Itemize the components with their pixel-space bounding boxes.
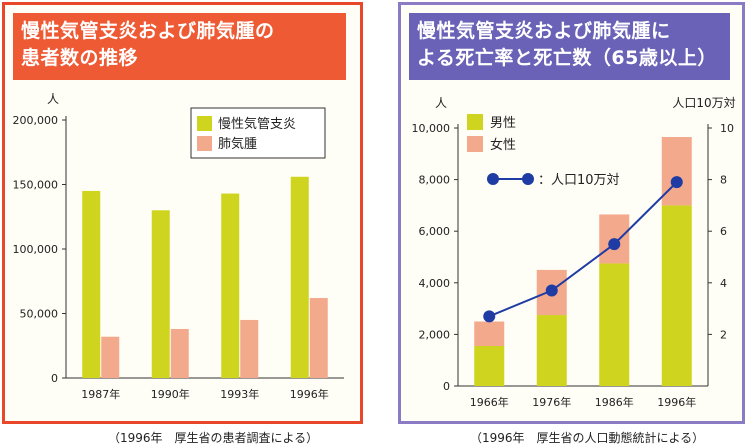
right-legend-label-male: 男性: [490, 116, 516, 131]
right-rate-point: [545, 284, 558, 297]
right-legend-label-rate: ：人口10万対: [538, 173, 620, 188]
right-x-tick-label: 1966年: [470, 395, 509, 409]
left-legend: [190, 107, 326, 159]
right-y2-tick-label: 10: [720, 122, 734, 135]
right-y-tick-label: 10,000: [412, 122, 451, 135]
right-y-tick-label: 6,000: [419, 225, 451, 238]
left-bar-copd: [221, 193, 240, 378]
right-y-tick-label: 8,000: [419, 174, 451, 187]
left-x-tick-label: 1996年: [290, 387, 329, 401]
left-bar-lung-cancer: [170, 328, 189, 378]
left-bar-copd: [151, 210, 170, 378]
left-source-note: （1996年 厚生省の患者調査による）: [108, 431, 319, 445]
right-bar-male: [536, 315, 567, 386]
left-legend-swatch-lung-cancer: [197, 136, 212, 151]
left-bar-copd: [82, 190, 101, 378]
left-y-tick-label: 100,000: [13, 243, 59, 256]
right-y2-tick-label: 4: [720, 277, 727, 290]
right-title-line2: よる死亡率と死亡数（65歳以上）: [417, 47, 717, 69]
left-x-tick-label: 1987年: [81, 387, 120, 401]
left-bar-lung-cancer: [240, 319, 259, 378]
right-y-tick-label: 2,000: [419, 328, 451, 341]
right-y-axis-label: 人: [435, 96, 447, 110]
right-source-note: （1996年 厚生省の人口動態統計による）: [470, 431, 705, 445]
right-x-tick-label: 1986年: [595, 395, 634, 409]
right-y-tick-label: 4,000: [419, 277, 451, 290]
left-bar-lung-cancer: [309, 298, 328, 378]
left-title-line1: 慢性気管支炎および肺気腫の: [21, 20, 275, 42]
right-bar-female: [661, 137, 692, 206]
left-bar-lung-cancer: [101, 336, 120, 378]
right-y2-tick-label: 2: [720, 328, 727, 341]
left-y-tick-label: 0: [51, 372, 58, 385]
right-legend-point-rate: [487, 173, 499, 185]
right-y2-axis-label: 人口10万対: [672, 96, 735, 110]
left-legend-label-lung-cancer: 肺気腫: [218, 136, 257, 152]
right-y2-tick-label: 6: [720, 225, 727, 238]
right-rate-point: [483, 310, 496, 323]
left-y-tick-label: 150,000: [13, 179, 59, 192]
right-chart-title: 慢性気管支炎および肺気腫に よる死亡率と死亡数（65歳以上）: [409, 13, 730, 80]
left-legend-label-copd: 慢性気管支炎: [218, 116, 296, 132]
left-y-tick-label: 200,000: [13, 114, 59, 127]
right-bar-male: [474, 346, 505, 386]
right-rate-point: [670, 176, 683, 189]
left-x-tick-label: 1990年: [151, 387, 190, 401]
right-legend-swatch-male: [467, 114, 483, 130]
left-y-axis-label: 人: [47, 92, 59, 106]
right-legend-swatch-female: [467, 136, 483, 152]
right-legend-point-rate: [522, 173, 534, 185]
right-rate-point: [608, 238, 621, 251]
right-bar-female: [474, 321, 505, 347]
right-bar-male: [599, 263, 630, 386]
right-x-tick-label: 1996年: [657, 395, 696, 409]
right-y-tick-label: 0: [443, 380, 450, 393]
right-x-tick-label: 1976年: [532, 395, 571, 409]
left-title-line2: 患者数の推移: [21, 47, 139, 69]
right-legend-label-female: 女性: [490, 137, 516, 153]
left-x-tick-label: 1993年: [220, 387, 259, 401]
left-y-tick-label: 50,000: [20, 308, 59, 321]
left-chart-title: 慢性気管支炎および肺気腫の 患者数の推移: [13, 13, 346, 80]
right-rate-line: [488, 181, 678, 318]
right-title-line1: 慢性気管支炎および肺気腫に: [417, 20, 671, 42]
right-y2-tick-label: 8: [720, 174, 727, 187]
left-legend-swatch-copd: [197, 116, 212, 131]
left-bar-copd: [290, 176, 309, 378]
right-bar-male: [661, 205, 692, 386]
